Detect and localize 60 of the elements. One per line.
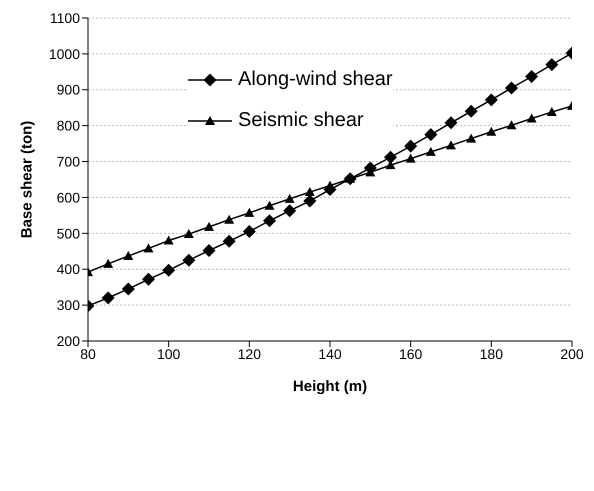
point: [525, 70, 538, 83]
y-tick-label: 1100: [50, 10, 80, 26]
y-tick-label: 200: [56, 332, 80, 349]
point: [263, 214, 276, 228]
point: [162, 264, 176, 277]
point: [182, 254, 196, 267]
point: [184, 229, 194, 238]
point: [242, 225, 256, 238]
point: [284, 194, 295, 203]
point: [406, 154, 416, 163]
point: [505, 81, 518, 94]
x-tick-label: 140: [318, 346, 342, 362]
point: [103, 258, 114, 268]
x-tick-label: 180: [480, 346, 504, 362]
y-tick-label: 700: [56, 154, 80, 170]
point: [202, 244, 216, 258]
y-tick-label: 800: [56, 118, 80, 134]
point: [283, 204, 296, 218]
point: [486, 126, 496, 136]
point: [222, 234, 236, 248]
y-axis-title: Base shear (ton): [18, 120, 36, 238]
point: [404, 140, 418, 153]
point: [446, 140, 456, 150]
x-tick-label: 200: [560, 346, 584, 362]
y-tick-label: 400: [56, 261, 80, 278]
point: [384, 150, 397, 164]
x-tick-label: 80: [80, 346, 96, 362]
point: [464, 104, 478, 118]
x-tick-label: 100: [156, 346, 181, 362]
y-tick-label: 1000: [48, 46, 80, 62]
point: [102, 291, 115, 304]
point: [264, 200, 274, 210]
point: [164, 236, 174, 245]
legend-label: Seismic shear: [238, 109, 364, 132]
point: [224, 214, 234, 224]
point: [506, 120, 516, 130]
y-tick-label: 300: [56, 297, 80, 314]
y-tick-label: 600: [56, 189, 80, 206]
point: [142, 272, 155, 286]
point: [546, 107, 557, 116]
point: [444, 116, 458, 130]
x-tick-label: 120: [238, 346, 262, 362]
x-tick-label: 160: [398, 346, 423, 362]
point: [244, 208, 254, 217]
legend-label: Along-wind shear: [238, 68, 393, 91]
point: [424, 128, 438, 142]
point: [304, 187, 315, 196]
point: [122, 282, 135, 296]
x-axis-title: Height (m): [292, 378, 368, 395]
point: [204, 222, 214, 231]
y-tick-label: 900: [56, 82, 80, 98]
point: [144, 243, 154, 252]
point: [303, 194, 316, 208]
point: [484, 93, 498, 106]
point: [426, 146, 436, 156]
point: [526, 113, 537, 122]
point: [545, 58, 558, 72]
y-tick-label: 500: [56, 225, 80, 242]
point: [466, 134, 476, 143]
point: [123, 250, 134, 260]
